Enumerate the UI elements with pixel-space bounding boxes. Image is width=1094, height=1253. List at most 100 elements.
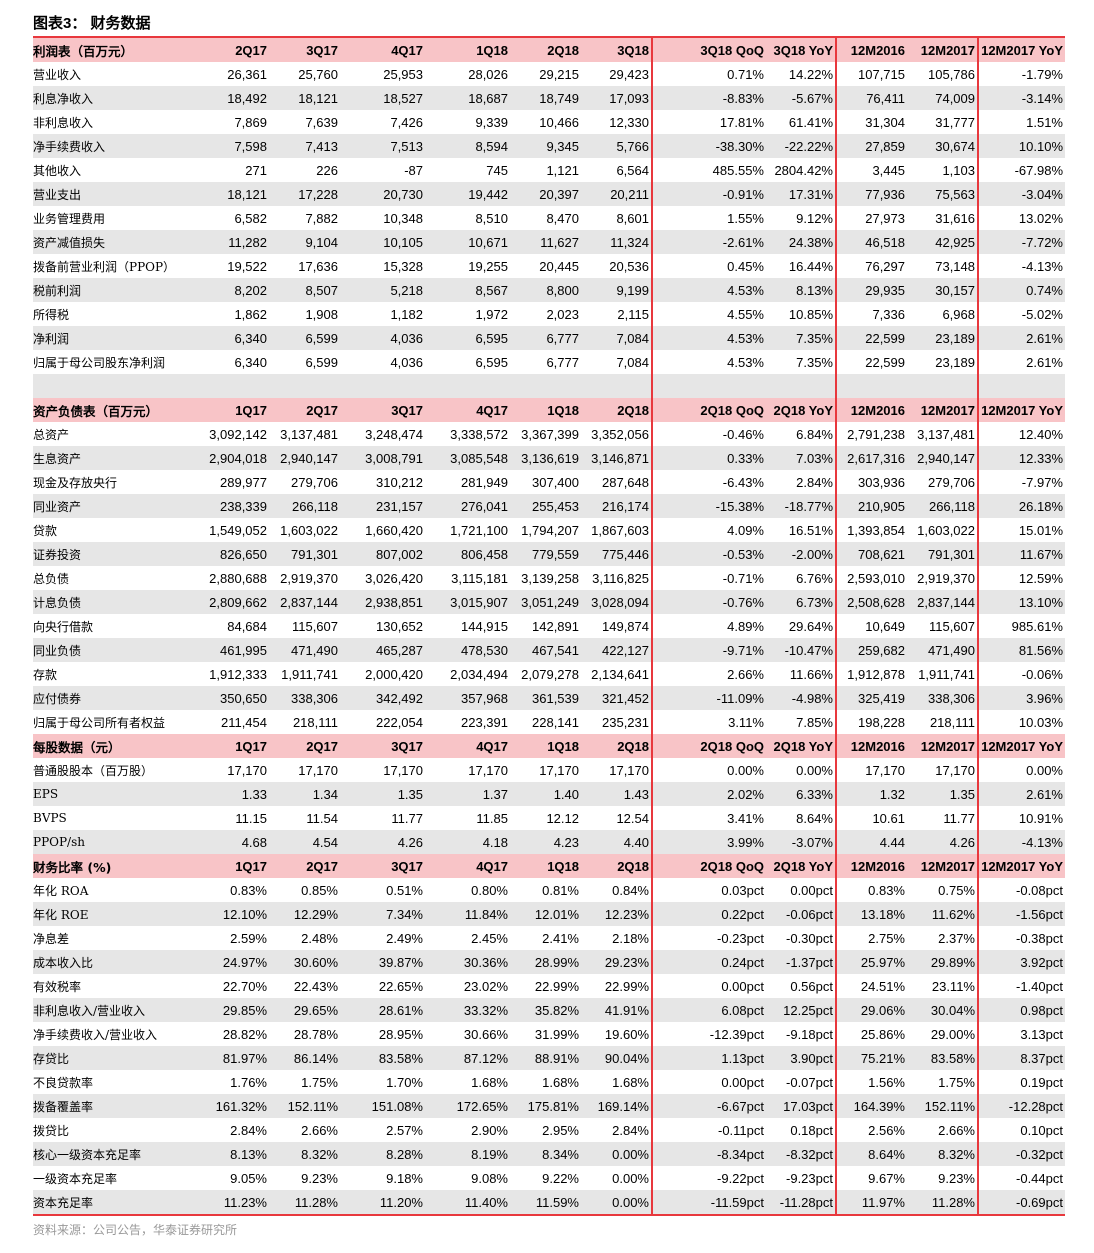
cell: 17.03pct [766, 1094, 837, 1118]
cell: 11.59% [510, 1190, 581, 1215]
cell: 0.85% [301, 882, 338, 898]
cell: -11.59pct [652, 1190, 766, 1215]
cell: 3.41% [727, 810, 764, 826]
cell: 6,599 [305, 354, 338, 370]
cell: 708,621 [836, 542, 907, 566]
cell: 115,607 [291, 618, 338, 634]
table-row: 成本收入比 24.97% 30.60% 39.87% 30.36% 28.99% 29.23… [33, 950, 1065, 974]
cell: 7,084 [581, 350, 653, 374]
row-label: 非利息收入/营业收入 [33, 998, 203, 1022]
cell: 1,908 [305, 306, 338, 322]
cell: 8.19% [425, 1142, 510, 1166]
cell: 10.61 [872, 810, 905, 826]
cell: 4.26 [907, 830, 979, 854]
cell: 1,393,854 [847, 522, 905, 538]
row-label: 一级资本充足率 [33, 1171, 118, 1186]
cell: 0.83% [868, 882, 905, 898]
cell: 12M2016 [836, 734, 907, 758]
cell: 12,330 [581, 110, 653, 134]
cell: 81.97% [203, 1046, 269, 1070]
cell: 2Q17 [203, 37, 269, 62]
cell: 2,880,688 [209, 570, 267, 586]
row-label: 应付债券 [33, 686, 203, 710]
cell: 2,904,018 [203, 446, 269, 470]
cell: 1.35 [907, 782, 979, 806]
cell: 2.61% [1026, 354, 1063, 370]
cell: 46,518 [836, 230, 907, 254]
table-row: 所得税 1,862 1,908 1,182 1,972 2,023 2,115 4.55% 10… [33, 302, 1065, 326]
cell: 81.56% [978, 638, 1065, 662]
cell: 30.04% [907, 998, 979, 1022]
cell: 276,041 [425, 494, 510, 518]
cell: 1Q18 [510, 854, 581, 878]
row-label: BVPS [33, 811, 67, 825]
cell: 3,352,056 [581, 422, 653, 446]
cell: 0.24pct [652, 950, 766, 974]
cell: 7.03% [766, 446, 837, 470]
table-row: 非利息收入 7,869 7,639 7,426 9,339 10,466 12,330 17.… [33, 110, 1065, 134]
cell: 2,837,144 [907, 590, 979, 614]
cell: 303,936 [858, 474, 905, 490]
cell: 13.10% [978, 590, 1065, 614]
cell: 2,023 [546, 306, 579, 322]
cell: 2.56% [868, 1122, 905, 1138]
cell: 7,598 [203, 134, 269, 158]
cell: 12.29% [269, 902, 340, 926]
cell: 7.35% [766, 326, 837, 350]
cell: 8.64% [836, 1142, 907, 1166]
cell: 1Q18 [510, 398, 581, 422]
cell: 9.23% [301, 1170, 338, 1186]
cell: 11,627 [510, 230, 581, 254]
cell: 1.68% [471, 1074, 508, 1090]
cell: 1Q18 [510, 734, 581, 758]
cell: 11.66% [766, 662, 837, 686]
row-label: 其他收入 [33, 163, 82, 178]
cell: 3Q18 YoY [766, 37, 837, 62]
cell: 2,940,147 [907, 446, 979, 470]
cell: -10.47% [766, 638, 837, 662]
cell [907, 374, 979, 398]
cell: 29,215 [539, 66, 579, 82]
cell: 6,595 [475, 354, 508, 370]
cell: 4.55% [727, 306, 764, 322]
cell: 1,660,420 [365, 522, 423, 538]
row-label: 净息差 [33, 931, 70, 946]
table-row: 净利润 6,340 6,599 4,036 6,595 6,777 7,084 4.53% 7.… [33, 326, 1065, 350]
cell: 3,115,181 [451, 570, 508, 586]
table-row: 应付债券 350,650 338,306 342,492 357,968 361,539 3… [33, 686, 1065, 710]
cell: 12M2016 [836, 37, 907, 62]
cell: 11.84% [425, 902, 510, 926]
cell: 6,564 [581, 158, 653, 182]
row-label: 资产负债表（百万元） [33, 398, 203, 422]
cell: 223,391 [461, 714, 508, 730]
cell: 3,139,258 [521, 570, 579, 586]
cell: 12.33% [978, 446, 1065, 470]
cell: 164.39% [836, 1094, 907, 1118]
table-row: 生息资产 2,904,018 2,940,147 3,008,791 3,085,548… [33, 446, 1065, 470]
table-row: 现金及存放央行 289,977 279,706 310,212 281,949 307,4… [33, 470, 1065, 494]
cell: 86.14% [269, 1046, 340, 1070]
cell: 84,684 [227, 618, 267, 634]
table-row: 向央行借款 84,684 115,607 130,652 144,915 142,891 1… [33, 614, 1065, 638]
cell: -0.08pct [1016, 882, 1063, 898]
cell: 4,036 [340, 326, 425, 350]
cell: 12.01% [510, 902, 581, 926]
cell: 6,595 [425, 326, 510, 350]
cell: 1,603,022 [907, 518, 979, 542]
cell: 9,104 [269, 230, 340, 254]
cell: 29,935 [836, 278, 907, 302]
cell: 1.75% [907, 1070, 979, 1094]
cell: 2.84% [230, 1122, 267, 1138]
cell: -11.28pct [766, 1190, 837, 1215]
row-label: 归属于母公司所有者权益 [33, 715, 166, 730]
cell: -6.67pct [652, 1094, 766, 1118]
cell: 10,649 [865, 618, 905, 634]
cell: 7,513 [340, 134, 425, 158]
cell: 30,157 [907, 278, 979, 302]
cell [581, 374, 653, 398]
cell: 22.99% [534, 978, 579, 994]
row-label: 计息负债 [33, 590, 203, 614]
cell: 17,170 [227, 762, 267, 778]
table-row: 总负债 2,880,688 2,919,370 3,026,420 3,115,181 3… [33, 566, 1065, 590]
table-row: 归属于母公司所有者权益 211,454 218,111 222,054 223,391 2… [33, 710, 1065, 734]
